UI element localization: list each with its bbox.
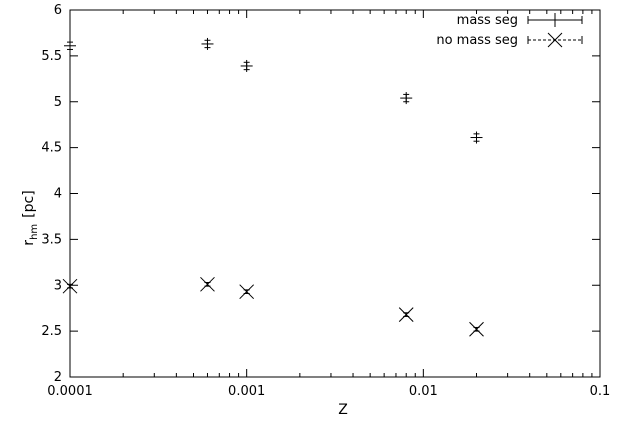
legend-label: no mass seg (436, 33, 518, 48)
x-tick-label: 0.0001 (47, 384, 93, 399)
data-point-cross (239, 284, 255, 300)
x-tick-label: 0.1 (590, 384, 611, 399)
y-tick-label: 6 (54, 3, 62, 18)
x-tick-label: 0.01 (409, 384, 438, 399)
plot-border (69, 9, 601, 378)
y-axis-label-main: r (21, 240, 37, 246)
y-tick-label: 4 (54, 187, 62, 202)
y-tick-label: 2.5 (41, 324, 62, 339)
legend-item: mass seg (457, 13, 583, 28)
data-point-cross (398, 307, 414, 322)
y-tick-label: 4.5 (41, 141, 62, 156)
legend-label: mass seg (457, 13, 518, 28)
data-point-cross (200, 276, 215, 292)
x-tick-label: 0.001 (228, 384, 265, 399)
data-point-cross (469, 321, 484, 337)
data-point-plus (400, 92, 413, 105)
x-axis: 0.0001 0.001 0.01 0.1 (47, 10, 610, 399)
y-tick-label: 5 (54, 95, 62, 110)
data-point-plus (201, 37, 214, 50)
plot-area (62, 37, 484, 337)
x-axis-label: Z (338, 402, 348, 418)
legend-swatch (527, 32, 583, 48)
legend: mass seg no mass seg (436, 13, 583, 48)
legend-item: no mass seg (436, 32, 583, 48)
y-tick-label: 2 (54, 370, 62, 385)
y-axis-label-unit: [pc] (21, 190, 37, 218)
data-point-cross (62, 278, 78, 294)
data-point-plus (240, 59, 253, 72)
y-tick-label: 3 (54, 278, 62, 293)
data-point-plus (470, 131, 483, 144)
plot-frame (69, 9, 601, 378)
legend-swatch (527, 13, 583, 27)
y-axis: 2 2.5 3 3.5 4 4.5 5 5.5 6 (41, 3, 600, 385)
data-point-plus (64, 39, 76, 52)
y-axis-label-subscript: hm (29, 224, 40, 240)
y-axis-label: rhm [pc] (21, 190, 40, 245)
y-tick-label: 3.5 (41, 232, 62, 247)
y-tick-label: 5.5 (41, 49, 62, 64)
